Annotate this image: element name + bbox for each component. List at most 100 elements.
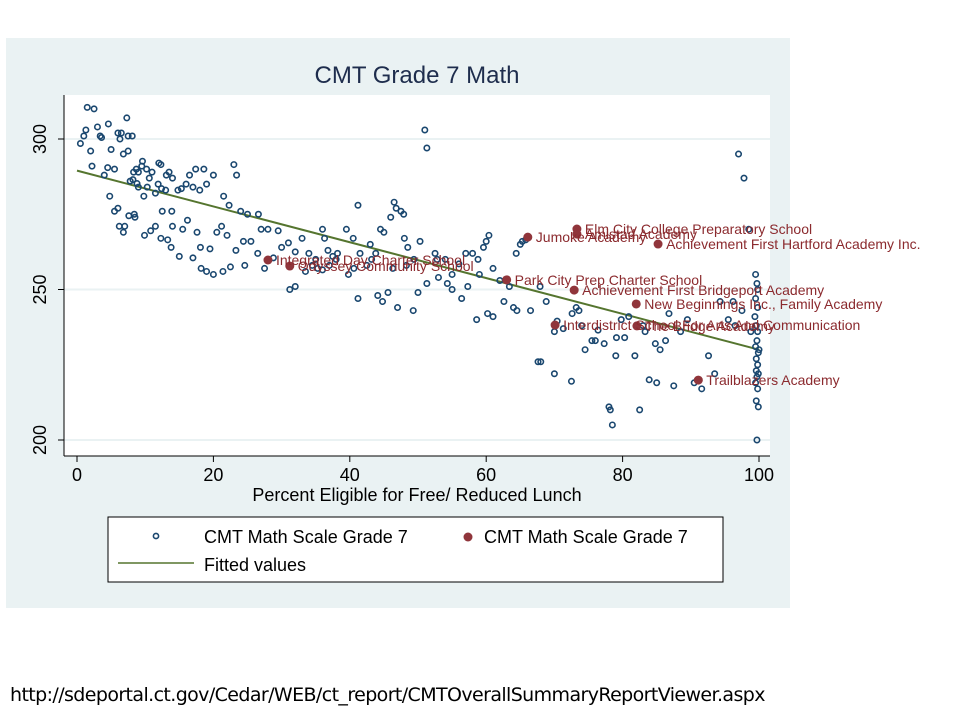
- x-axis-title: Percent Eligible for Free/ Reduced Lunch: [252, 485, 581, 505]
- data-point: [462, 249, 470, 257]
- data-point: [129, 176, 137, 184]
- data-point: [196, 243, 204, 251]
- data-point: [754, 304, 762, 312]
- data-point: [537, 358, 545, 366]
- charter-school-label: Integrated Day Charter School: [276, 252, 465, 268]
- y-tick-label: 300: [30, 124, 50, 154]
- data-point: [489, 264, 497, 272]
- data-point: [305, 249, 313, 257]
- charter-school-label: Amistad Academy: [585, 226, 697, 242]
- data-point: [107, 146, 115, 154]
- legend: CMT Math Scale Grade 7 CMT Math Scale Gr…: [107, 516, 724, 583]
- data-point: [473, 316, 481, 324]
- data-point: [111, 165, 119, 173]
- data-point: [257, 225, 265, 233]
- data-point: [754, 403, 762, 411]
- data-point: [711, 370, 719, 378]
- hollow-points: [76, 103, 763, 444]
- data-point: [752, 379, 760, 387]
- data-point: [389, 264, 397, 272]
- data-point: [394, 304, 402, 312]
- data-point: [431, 249, 439, 257]
- data-point: [93, 123, 101, 131]
- data-point: [568, 310, 576, 318]
- data-point: [143, 165, 151, 173]
- data-point: [291, 282, 299, 290]
- data-point: [168, 222, 176, 230]
- charter-school-point: [285, 261, 295, 271]
- data-point: [641, 328, 649, 336]
- data-point: [402, 261, 410, 269]
- data-point: [148, 168, 156, 176]
- data-point: [220, 192, 228, 200]
- data-point: [88, 162, 96, 170]
- charter-school-label: Jumoke Academy: [536, 229, 647, 245]
- data-point: [464, 282, 472, 290]
- data-point: [138, 157, 146, 165]
- data-point: [536, 282, 544, 290]
- data-point: [738, 307, 746, 315]
- data-point: [665, 310, 673, 318]
- legend-filled-marker: [463, 532, 473, 542]
- charter-school-label: New Beginnings Inc., Family Academy: [644, 296, 882, 312]
- charter-school-point: [550, 320, 560, 330]
- data-point: [219, 267, 227, 275]
- data-point: [203, 267, 211, 275]
- data-point: [366, 240, 374, 248]
- data-point: [128, 132, 136, 140]
- data-point: [752, 397, 760, 405]
- data-point: [134, 183, 142, 191]
- data-point: [182, 180, 190, 188]
- data-point: [550, 370, 558, 378]
- data-point: [754, 385, 762, 393]
- data-point: [196, 186, 204, 194]
- data-point: [484, 310, 492, 318]
- data-point: [218, 222, 226, 230]
- data-point: [179, 225, 187, 233]
- charter-school-point: [263, 255, 273, 265]
- data-point: [354, 201, 362, 209]
- data-point: [284, 239, 292, 247]
- data-point: [458, 295, 466, 303]
- data-point: [261, 264, 269, 272]
- data-point: [363, 261, 371, 269]
- data-point: [600, 340, 608, 348]
- data-point: [130, 210, 138, 218]
- data-point: [591, 337, 599, 345]
- data-point: [612, 334, 620, 342]
- data-point: [505, 282, 513, 290]
- data-point: [400, 210, 408, 218]
- data-point: [167, 243, 175, 251]
- data-point: [374, 292, 382, 300]
- data-point: [308, 261, 316, 269]
- data-point: [752, 295, 760, 303]
- data-point: [392, 204, 400, 212]
- charter-school-label: Achievement First Bridgeport Academy: [582, 282, 824, 298]
- data-point: [145, 174, 153, 182]
- data-point: [254, 249, 262, 257]
- data-point: [193, 228, 201, 236]
- data-point: [90, 105, 98, 113]
- data-point: [380, 228, 388, 236]
- data-point: [312, 255, 320, 263]
- data-point: [332, 255, 340, 263]
- data-point: [114, 204, 122, 212]
- charter-school-point: [572, 229, 582, 239]
- data-point: [662, 337, 670, 345]
- data-point: [140, 192, 148, 200]
- data-point: [223, 231, 231, 239]
- data-point: [617, 316, 625, 324]
- charter-school-point: [632, 321, 642, 331]
- fitted-line: [76, 169, 760, 351]
- data-point: [298, 234, 306, 242]
- legend-label-hollow: CMT Math Scale Grade 7: [204, 527, 408, 547]
- data-point: [157, 234, 165, 242]
- x-tick-label: 60: [476, 465, 496, 485]
- x-tick-label: 0: [72, 465, 82, 485]
- data-point: [716, 298, 724, 306]
- source-url: http://sdeportal.ct.gov/Cedar/WEB/ct_rep…: [10, 684, 765, 706]
- data-point: [121, 222, 129, 230]
- data-point: [124, 147, 132, 155]
- data-point: [368, 255, 376, 263]
- data-point: [754, 328, 762, 336]
